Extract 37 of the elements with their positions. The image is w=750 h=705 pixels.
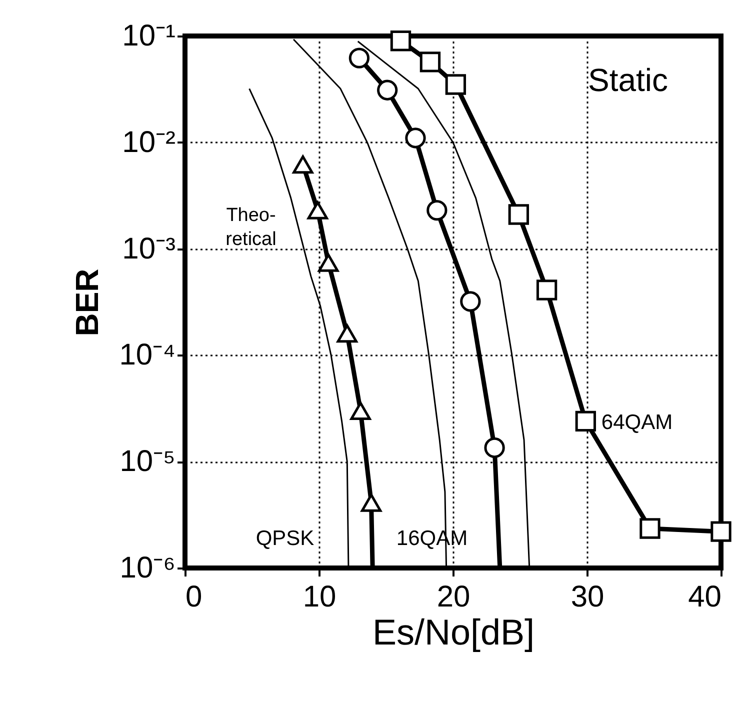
point <box>460 291 481 312</box>
point <box>640 518 660 539</box>
point <box>360 494 382 512</box>
annotation: Static <box>588 62 668 98</box>
y-tick-label: 10⁻² <box>122 126 176 159</box>
point <box>348 48 370 68</box>
point <box>292 155 314 174</box>
annotation: 64QAM <box>601 411 673 434</box>
point <box>426 200 448 221</box>
x-tick-label: 30 <box>570 580 604 614</box>
x-tick-label: 0 <box>186 580 202 614</box>
y-tick-label: 10⁻⁴ <box>119 338 176 372</box>
point <box>445 74 466 95</box>
y-tick-label: 10⁻⁶ <box>120 552 176 584</box>
x-axis-title: Es/No[dB] <box>372 612 535 652</box>
y-tick-label: 10⁻³ <box>122 232 176 266</box>
y-tick-label: 10⁻¹ <box>122 20 176 52</box>
x-tick-label: 20 <box>436 580 470 614</box>
point <box>575 410 596 432</box>
point <box>350 402 371 420</box>
point <box>536 280 558 300</box>
y-axis-title: BER <box>69 268 106 336</box>
point <box>318 254 339 272</box>
point <box>336 324 358 343</box>
point <box>508 204 529 225</box>
point <box>484 437 505 458</box>
point <box>390 30 412 52</box>
x-tick-label: 10 <box>302 580 336 614</box>
annotation: Theo- retical <box>226 205 276 250</box>
point <box>710 521 732 542</box>
point <box>377 80 398 100</box>
point <box>420 52 441 72</box>
point <box>307 201 328 220</box>
y-tick-label: 10⁻⁵ <box>120 445 176 478</box>
x-tick-label: 40 <box>688 580 722 614</box>
annotation: QPSK <box>256 527 314 550</box>
point <box>405 128 426 148</box>
